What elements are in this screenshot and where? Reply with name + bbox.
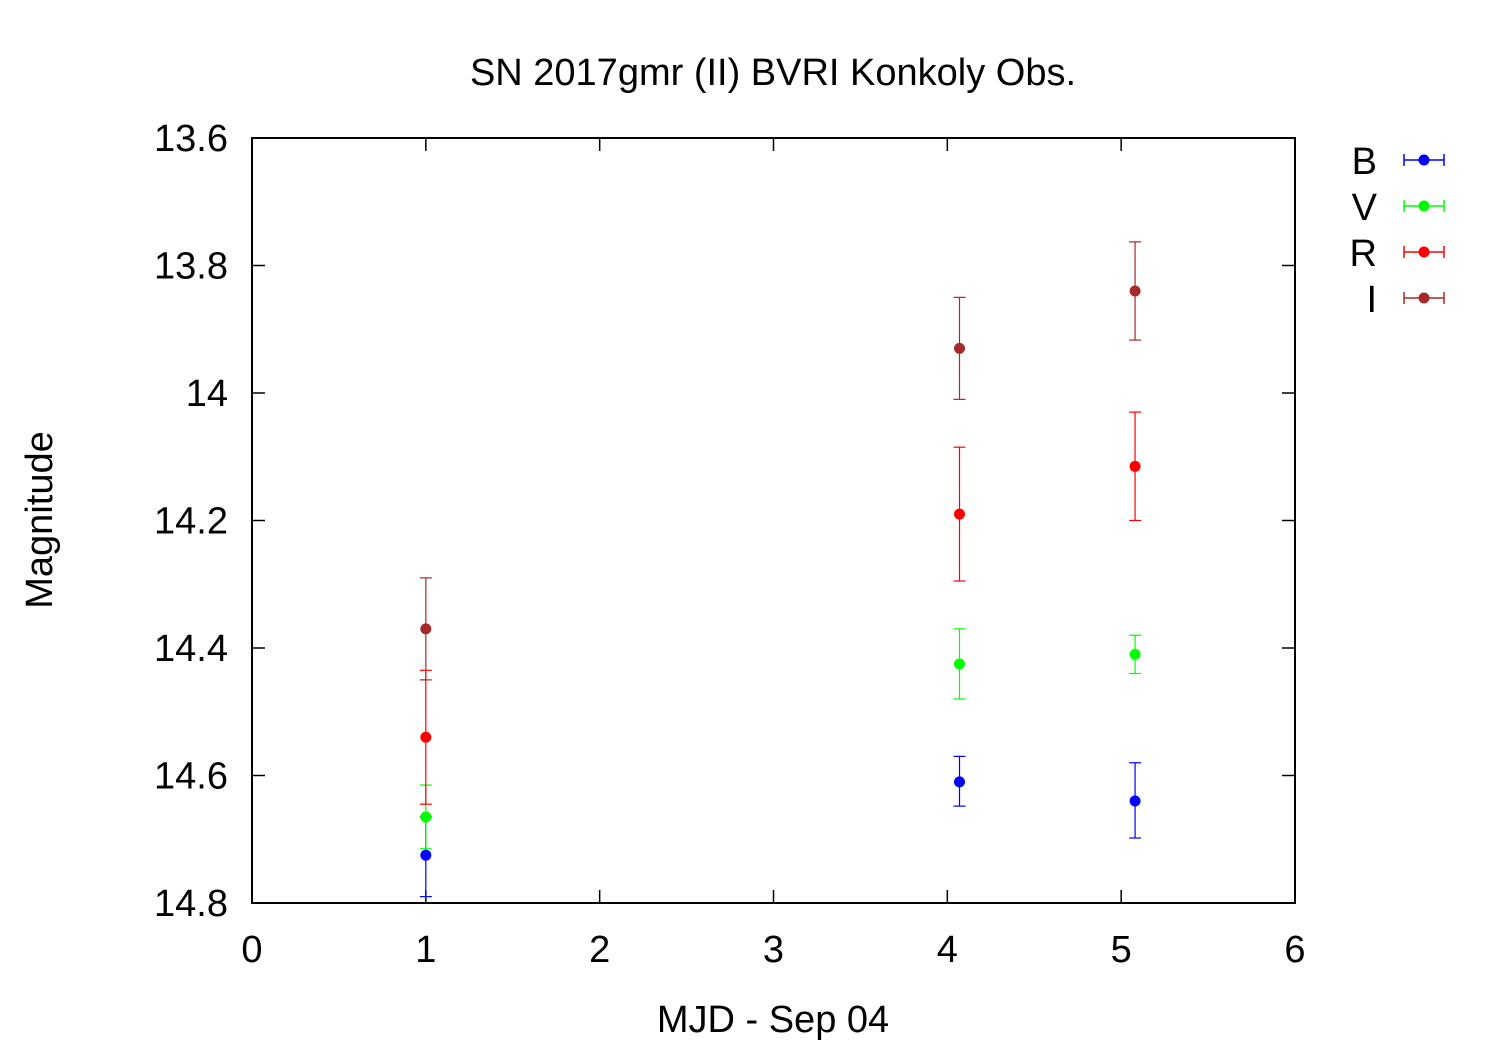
- y-axis-ticks: 13.6 13.8 14 14.2 14.4 14.6 14.8: [154, 118, 1295, 925]
- x-tick-label: 5: [1111, 929, 1132, 971]
- x-tick-label: 4: [937, 929, 958, 971]
- series-R: [419, 411, 1142, 805]
- legend-label: V: [1352, 187, 1378, 229]
- data-point: [420, 811, 432, 823]
- y-tick-label: 13.6: [154, 118, 228, 160]
- y-tick-label: 14.2: [154, 501, 228, 543]
- legend: BVRI: [1350, 141, 1445, 321]
- x-tick-label: 0: [241, 929, 262, 971]
- legend-label: R: [1350, 233, 1377, 275]
- chart-title: SN 2017gmr (II) BVRI Konkoly Obs.: [470, 52, 1076, 94]
- y-tick-label: 14.8: [154, 883, 228, 925]
- y-axis-label: Magnitude: [19, 431, 61, 608]
- x-tick-label: 2: [589, 929, 610, 971]
- legend-marker: [1418, 292, 1430, 304]
- legend-label: B: [1352, 141, 1377, 183]
- x-axis-label: MJD - Sep 04: [657, 999, 889, 1041]
- x-tick-label: 1: [415, 929, 436, 971]
- y-tick-label: 13.8: [154, 246, 228, 288]
- data-point: [420, 849, 432, 861]
- data-point: [954, 508, 966, 520]
- data-point: [420, 731, 432, 743]
- x-tick-label: 6: [1284, 929, 1305, 971]
- legend-label: I: [1366, 279, 1377, 321]
- series-I: [419, 241, 1142, 681]
- legend-item-B: B: [1352, 141, 1445, 183]
- data-point: [1129, 795, 1141, 807]
- data-point: [954, 342, 966, 354]
- legend-item-V: V: [1352, 187, 1445, 229]
- data-point: [1129, 460, 1141, 472]
- y-tick-label: 14.6: [154, 756, 228, 798]
- data-point: [1129, 285, 1141, 297]
- x-axis-ticks: 0 1 2 3 4 5 6: [241, 138, 1306, 971]
- series-layer: [419, 241, 1142, 898]
- legend-marker: [1418, 200, 1430, 212]
- data-point: [420, 623, 432, 635]
- legend-marker: [1418, 154, 1430, 166]
- legend-item-R: R: [1350, 233, 1445, 275]
- data-point: [954, 658, 966, 670]
- data-point: [1129, 648, 1141, 660]
- legend-marker: [1418, 246, 1430, 258]
- x-tick-label: 3: [763, 929, 784, 971]
- series-V: [419, 628, 1142, 850]
- y-tick-label: 14: [186, 373, 228, 415]
- y-tick-label: 14.4: [154, 628, 228, 670]
- legend-item-I: I: [1366, 279, 1445, 321]
- data-point: [954, 776, 966, 788]
- series-B: [419, 755, 1142, 898]
